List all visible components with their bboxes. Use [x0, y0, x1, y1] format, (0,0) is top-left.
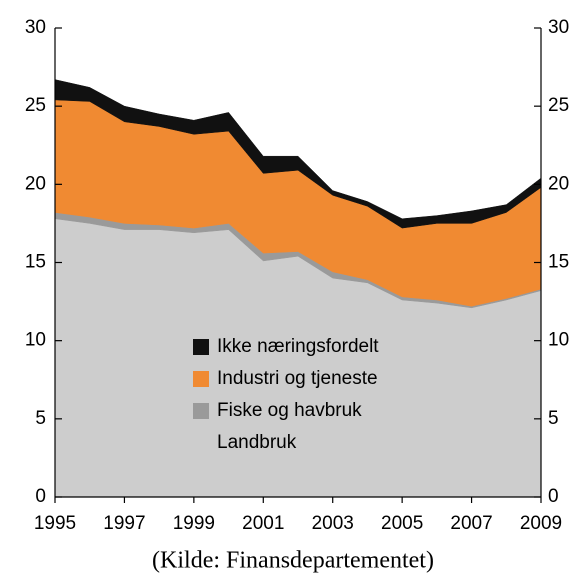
x-tick-label: 1999 — [173, 513, 215, 534]
source: (Kilde: Finansdepartementet) — [152, 548, 434, 574]
y-tick-label: 5 — [35, 408, 46, 429]
y-tick-label: 10 — [25, 330, 46, 351]
y-tick-label: 15 — [25, 252, 46, 273]
y2-tick-label: 10 — [548, 330, 569, 351]
x-tick-label: 2005 — [381, 513, 423, 534]
legend-swatch — [193, 435, 209, 451]
x-tick-label: 1997 — [103, 513, 145, 534]
legend-swatch — [193, 403, 209, 419]
y-tick-label: 20 — [25, 173, 46, 194]
x-tick-label: 2007 — [450, 513, 492, 534]
legend-label: Fiske og havbruk — [217, 400, 362, 421]
legend-label: Industri og tjeneste — [217, 368, 378, 389]
y2-tick-label: 0 — [548, 486, 559, 507]
legend-swatch — [193, 339, 209, 355]
x-tick-label: 2009 — [520, 513, 562, 534]
y-tick-label: 25 — [25, 95, 46, 116]
x-tick-label: 2001 — [242, 513, 284, 534]
y2-tick-label: 25 — [548, 95, 569, 116]
legend-label: Landbruk — [217, 432, 297, 453]
y2-tick-label: 30 — [548, 17, 569, 38]
y2-tick-label: 5 — [548, 408, 559, 429]
y-tick-label: 30 — [25, 17, 46, 38]
y2-tick-label: 15 — [548, 252, 569, 273]
y-tick-label: 0 — [35, 486, 46, 507]
x-tick-label: 1995 — [34, 513, 76, 534]
x-tick-label: 2003 — [312, 513, 354, 534]
legend-label: Ikke næringsfordelt — [217, 336, 379, 357]
legend-swatch — [193, 371, 209, 387]
y2-tick-label: 20 — [548, 173, 569, 194]
